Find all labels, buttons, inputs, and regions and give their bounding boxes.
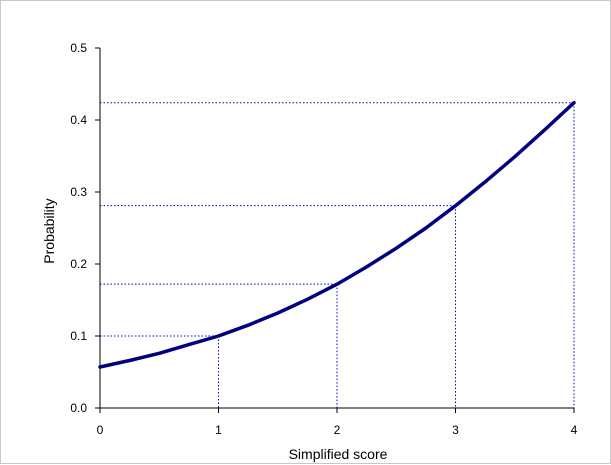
y-tick-label: 0.3 — [70, 185, 87, 199]
series — [98, 100, 576, 369]
reference-lines — [100, 102, 575, 408]
y-tick-label: 0.0 — [70, 401, 87, 415]
x-axis-title: Simplified score — [289, 446, 388, 462]
y-tick-label: 0.4 — [70, 113, 87, 127]
ticks: 0.0 0.1 0.2 0.3 0.4 0.5 0 1 2 3 4 — [70, 41, 577, 437]
axes — [99, 48, 574, 409]
x-tick-label: 0 — [97, 423, 104, 437]
x-tick-label: 2 — [334, 423, 341, 437]
series-line-1 — [98, 100, 576, 369]
x-tick-label: 4 — [571, 423, 578, 437]
y-tick-label: 0.2 — [70, 257, 87, 271]
y-axis-title: Probability — [41, 198, 57, 263]
y-tick-label: 0.5 — [70, 41, 87, 55]
x-tick-label: 1 — [215, 423, 222, 437]
y-tick-label: 0.1 — [70, 329, 87, 343]
x-tick-label: 3 — [452, 423, 459, 437]
